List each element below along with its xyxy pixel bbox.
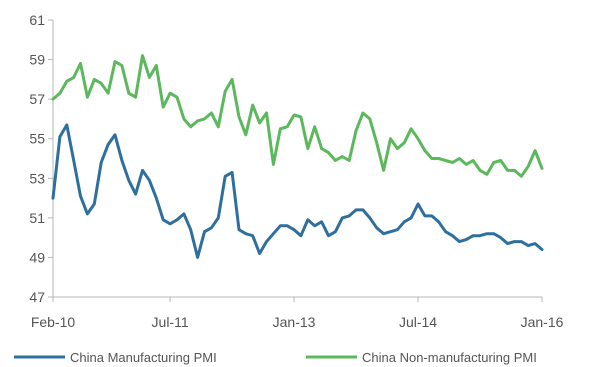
x-tick-label: Jul-11 [152,314,189,330]
x-tick-label: Feb-10 [31,314,76,330]
y-tick-label: 47 [29,289,45,305]
y-tick-label: 49 [29,249,45,265]
y-tick-label: 59 [29,52,45,68]
x-tick-label: Jan-13 [273,314,316,330]
legend: China Manufacturing PMI China Non-manufa… [14,350,537,365]
series-line-manufacturing [51,123,544,259]
x-tick-label: Jul-14 [399,314,437,330]
series-line-non-manufacturing [51,54,544,178]
y-tick-label: 51 [29,210,45,226]
series-lines [51,54,544,259]
y-axis-tick-labels: 47 49 51 53 55 57 59 61 [29,12,53,305]
y-tick-label: 53 [29,170,45,186]
legend-label-non-manufacturing: China Non-manufacturing PMI [362,350,537,365]
y-tick-label: 61 [29,12,45,28]
y-tick-label: 55 [29,131,45,147]
x-tick-label: Jan-16 [521,314,564,330]
y-tick-label: 57 [29,91,45,107]
legend-label-manufacturing: China Manufacturing PMI [70,350,217,365]
x-axis-tick-labels: Feb-10 Jul-11 Jan-13 Jul-14 Jan-16 [31,297,564,330]
